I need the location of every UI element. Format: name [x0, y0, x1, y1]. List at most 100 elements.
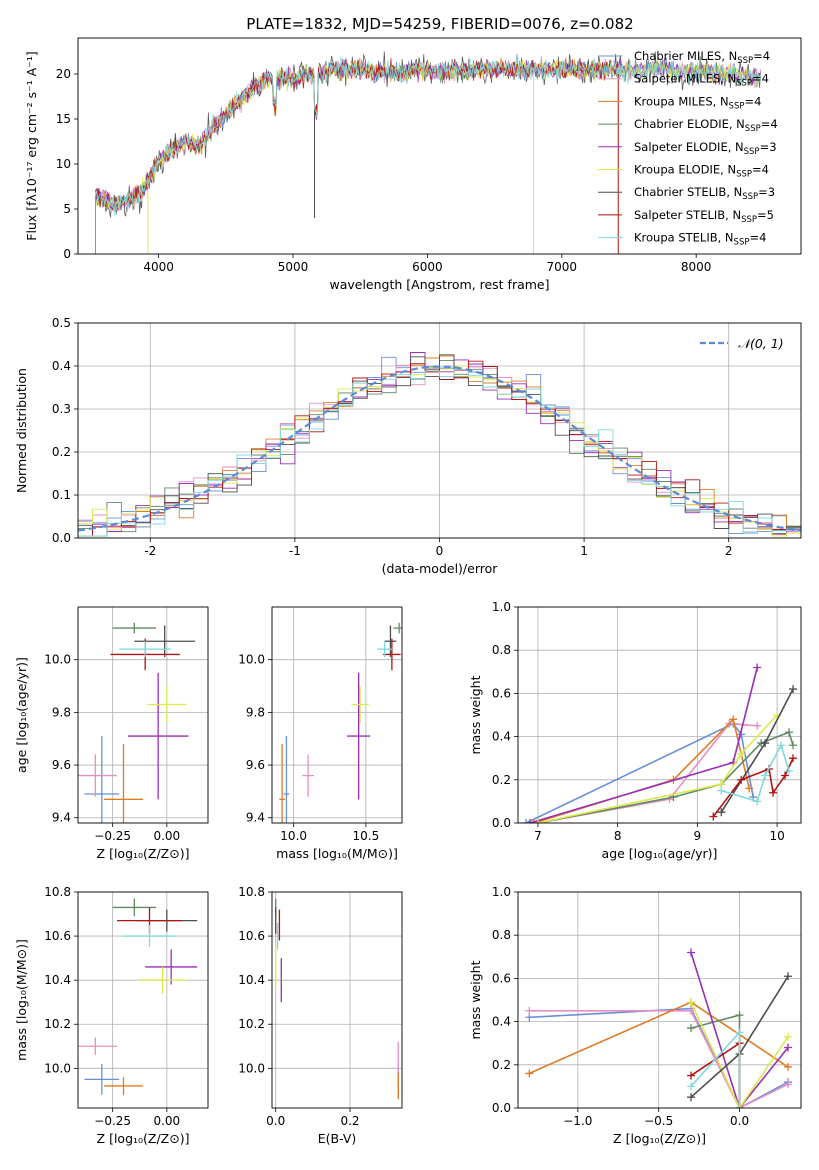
mass_vs_Z-point-3: [112, 898, 156, 917]
legend-value-7: =5: [757, 208, 774, 222]
weight_vs_age-marker-8-1: [753, 797, 762, 806]
weight_vs_age-marker-3-4: [785, 728, 794, 737]
legend-label-5: Kroupa ELODIE, NSSP=4: [634, 163, 769, 180]
mass_vs_EBV-y-tick-label: 10.8: [238, 885, 265, 899]
spectrum-y-tick-label: 5: [63, 202, 71, 216]
mass_vs_EBV-y-tick-label: 10.0: [238, 1061, 265, 1075]
legend-label-6: Chabrier STELIB, NSSP=3: [634, 185, 775, 202]
mass_vs_EBV-y-tick-label: 10.6: [238, 929, 265, 943]
legend-value-1: =4: [752, 72, 769, 86]
age_vs_mass-point-6: [384, 625, 397, 658]
legend-value-2: =4: [744, 94, 761, 108]
spectrum-x-tick-label: 6000: [412, 260, 443, 274]
histogram-y-tick-label: 0.5: [52, 316, 71, 330]
age_vs_mass-axes: 10.0 10.5 9.4 9.6 9.8 10.0 mass [log₁₀(M/M⊙)]: [238, 607, 402, 861]
age_vs_mass-x-tick-label: 10.0: [280, 829, 307, 843]
age_vs_mass-point-1: [302, 754, 314, 797]
weight_vs_Z-y-tick-label: 0.8: [492, 928, 511, 942]
spectrum-y-tick-label: 15: [56, 112, 71, 126]
mass_vs_Z-point-5: [138, 966, 187, 994]
weight_vs_Z-marker-1-1: [687, 1006, 696, 1015]
weight_vs_age-marker-7-3: [769, 788, 778, 797]
mass_vs_Z-y-tick-label: 10.0: [44, 1061, 71, 1075]
weight_vs_Z-marker-8-2: [735, 1104, 744, 1108]
histogram-y-tick-label: 0.3: [52, 402, 71, 416]
weight_vs_Z-marker-3-0: [687, 1024, 696, 1033]
legend-sub-8: SSP: [734, 238, 750, 248]
age_vs_Z-x-tick-label: −0.25: [94, 829, 131, 843]
weight_vs_age-marker-4-2: [753, 663, 762, 672]
weight_vs_age-marker-7-4: [781, 771, 790, 780]
weight_vs_age-y-tick-label: 0.2: [492, 773, 511, 787]
weight_vs_age-marker-2-0: [529, 819, 538, 823]
spectrum-legend: Chabrier MILES, NSSP=4 Salpeter MILES, NS…: [598, 49, 778, 248]
age_vs_mass-x-tick-label: 10.5: [353, 829, 380, 843]
histogram-y-label: Normed distribution: [14, 368, 29, 493]
weight_vs_age-series-5: [537, 714, 778, 823]
weight_vs_age-marker-4-0: [525, 819, 534, 823]
histogram-x-label: (data-model)/error: [382, 561, 499, 576]
mass_vs_Z-y-label: mass [log₁₀(M/M⊙)]: [14, 939, 29, 1061]
histogram-y-tick-label: 0.0: [52, 531, 71, 545]
weight_vs_age-x-tick-label: 9: [694, 829, 702, 843]
weight_vs_Z-y-tick-label: 0.2: [492, 1058, 511, 1072]
legend-sub-4: SSP: [744, 147, 760, 157]
age_vs_mass-point-3: [393, 622, 402, 634]
weight_vs_age-y-tick-label: 0.6: [492, 686, 511, 700]
weight_vs_Z-series-5: [690, 1001, 789, 1108]
weight_vs_age-marker-6-2: [789, 685, 798, 694]
weight_vs_Z-marker-1-3: [784, 1080, 793, 1089]
weight_vs_age-marker-2-3: [745, 784, 754, 793]
legend-value-4: =3: [760, 140, 777, 154]
weight_vs_Z-marker-2-0: [525, 1069, 534, 1078]
weight_vs_age-x-tick-label: 8: [614, 829, 622, 843]
age_vs_Z-point-4: [127, 672, 189, 800]
weight_vs_Z-x-tick-label: −0.5: [644, 1114, 673, 1128]
age_vs_mass-point-8: [377, 641, 392, 658]
weight_vs_age-marker-2-2: [729, 715, 738, 724]
weight_vs_age-marker-0-0: [521, 819, 530, 823]
mass_vs_EBV-y-tick-label: 10.2: [238, 1017, 265, 1031]
histogram-y-tick-label: 0.1: [52, 488, 71, 502]
mass_vs_Z-point-8: [123, 925, 176, 948]
histogram-frame: [77, 322, 802, 539]
weight_vs_age-series-4: [529, 667, 758, 823]
histogram-x-tick-label: 2: [725, 544, 733, 558]
mass_vs_Z-y-tick-label: 10.8: [44, 885, 71, 899]
spectrum-series-7: [95, 58, 618, 213]
mass_vs_Z-frame: [77, 891, 209, 1109]
weight_vs_age-y-tick-label: 0.8: [492, 643, 511, 657]
legend-label-0: Chabrier MILES, NSSP=4: [634, 49, 770, 66]
age_vs_Z-point-2: [104, 743, 143, 823]
age_vs_mass-point-2: [279, 743, 285, 823]
figure-title: PLATE=1832, MJD=54259, FIBERID=0076, z=0…: [246, 15, 633, 33]
spectrum-frame: [77, 37, 802, 255]
mass_vs_Z-x-label: Z [log₁₀(Z/Z⊙)]: [97, 1131, 190, 1146]
weight_vs_Z-marker-6-2: [784, 972, 793, 981]
spectrum-x-tick-label: 4000: [143, 260, 174, 274]
age_vs_Z-point-1: [78, 754, 117, 797]
spectrum-x-tick-label: 5000: [278, 260, 309, 274]
weight_vs_Z-marker-8-1: [735, 1028, 744, 1037]
weight_vs_age-series-2: [533, 717, 750, 823]
legend-value-3: =4: [761, 117, 778, 131]
age_vs_mass-y-tick-label: 9.8: [246, 705, 265, 719]
mass_vs_Z-x-tick-label: 0.00: [153, 1114, 180, 1128]
legend-label-7: Salpeter STELIB, NSSP=5: [634, 208, 774, 225]
mass_vs_Z-y-tick-label: 10.6: [44, 929, 71, 943]
mass_vs_EBV-y-tick-label: 10.4: [238, 973, 265, 987]
weight_vs_Z-y-tick-label: 0.0: [492, 1101, 511, 1115]
legend-label-3: Chabrier ELODIE, NSSP=4: [634, 117, 778, 134]
weight_vs_age-y-tick-label: 1.0: [492, 600, 511, 614]
age_vs_Z-y-label: age [log₁₀(age/yr)]: [14, 657, 29, 773]
mass_vs_EBV-axes: 0.0 0.2 10.0 10.2 10.4 10.6 10.8 E(B-V): [238, 885, 402, 1146]
age_vs_Z-x-tick-label: 0.00: [153, 829, 180, 843]
legend-label-2: Kroupa MILES, NSSP=4: [634, 94, 761, 111]
weight_vs_age-x-tick-label: 10: [769, 829, 784, 843]
weight_vs_Z-marker-3-1: [735, 1011, 744, 1020]
weight_vs_age-frame: [517, 606, 802, 824]
histogram-x-tick-label: -2: [144, 544, 156, 558]
age_vs_Z-y-tick-label: 9.8: [52, 705, 71, 719]
weight_vs_Z-marker-5-0: [687, 998, 696, 1007]
